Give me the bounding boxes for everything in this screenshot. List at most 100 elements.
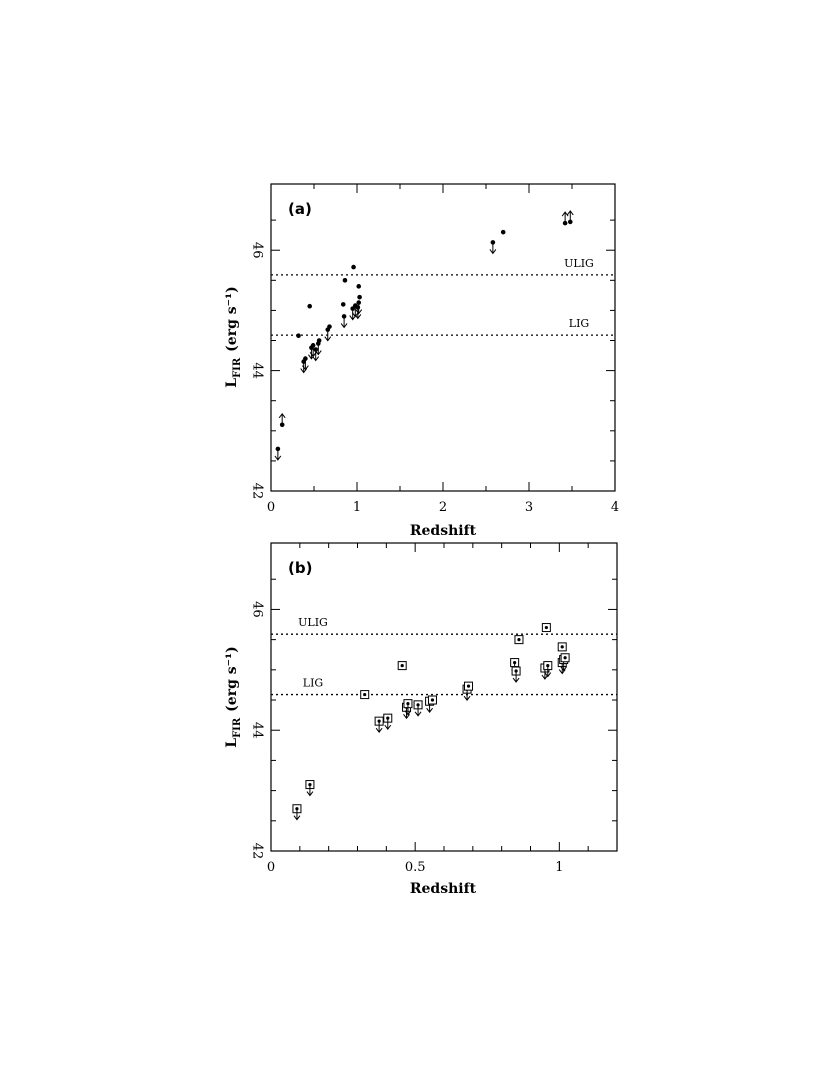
point-marker-center (466, 684, 471, 688)
upper-limit-arrow (375, 721, 383, 733)
panel-a-y-label-units: (erg s⁻¹) (224, 286, 240, 352)
panel-b-data-point (360, 690, 370, 700)
panel-a-x-tick-label: 1 (353, 500, 361, 515)
point-marker-center (563, 656, 567, 660)
lower-limit-arrow (561, 211, 569, 224)
panel-a-x-axis-label: Redshift (410, 523, 477, 539)
panel-b-ulig-label: ULIG (298, 616, 328, 629)
panel-b-data-point (557, 642, 567, 652)
point-marker-center (430, 698, 435, 702)
panel-b-data-point (511, 666, 521, 683)
panel-b-data-point (514, 635, 524, 645)
lower-limit-arrow (566, 210, 574, 222)
panel-b-y-label-units: (erg s⁻¹) (224, 646, 240, 712)
panel-b-data-point (541, 623, 551, 633)
panel-b-y-label-sub: FIR (232, 717, 243, 738)
point-marker (307, 303, 313, 309)
panel-a-frame (270, 183, 616, 492)
panel-a-x-tick-label: 2 (439, 500, 447, 515)
panel-b-data-point (305, 780, 315, 797)
panel-b-data-point (560, 653, 570, 663)
panel-a-data-point (489, 240, 497, 255)
panel-a-data-point (274, 446, 282, 461)
point-marker-center (544, 625, 548, 630)
point-marker (356, 284, 362, 289)
point-marker-center (560, 645, 564, 649)
panel-a-data-point (351, 264, 356, 270)
panel-a-x-tick-label: 3 (525, 500, 533, 515)
panel-a-y-label-sub: FIR (232, 357, 243, 378)
panel-a-y-axis-label: LFIR (erg s⁻¹) (224, 286, 243, 388)
point-marker (342, 278, 348, 283)
panel-b-x-axis-label: Redshift (410, 881, 477, 897)
panel-a-x-tick-label: 0 (267, 500, 275, 515)
upper-limit-arrow (349, 308, 357, 321)
panel-a-ulig-label: ULIG (564, 257, 594, 270)
upper-limit-arrow (324, 329, 332, 342)
panel-b-data-point (292, 804, 302, 821)
panel-a-y-tick-label: 46 (249, 242, 264, 259)
panel-b-x-tick-label: 0 (267, 860, 275, 875)
panel-b-data-point (464, 681, 474, 691)
panel-b-data-point (403, 699, 413, 716)
panel-a-data-point (302, 356, 309, 371)
panel-a-y-tick-label: 44 (250, 362, 265, 379)
point-marker (340, 302, 346, 307)
panel-b: (b) Redshift LFIR (erg s⁻¹) 0 0.5 1 42 44 46 UL… (224, 542, 618, 897)
lower-limit-arrow (278, 412, 286, 425)
panel-b-data-point (397, 661, 407, 671)
point-marker (351, 264, 356, 270)
panel-b-x-tick-label: 1 (555, 860, 563, 875)
panel-a-data-point (327, 324, 332, 329)
panel-b-y-tick-label: 44 (250, 722, 265, 739)
upper-limit-arrow (314, 343, 322, 356)
panel-a-data-point (355, 300, 363, 315)
panel-a: (a) Redshift LFIR (erg s⁻¹) 0 1 2 3 4 42 44 46 UL… (224, 183, 619, 539)
panel-b-data-point (543, 661, 553, 678)
point-marker (316, 338, 322, 343)
point-marker (327, 324, 332, 329)
panel-a-y-label-main: L (224, 378, 240, 388)
panel-a-data-point (340, 302, 346, 307)
point-marker-center (400, 663, 404, 668)
panel-a-data-point (566, 210, 574, 225)
upper-limit-arrow (293, 808, 301, 821)
point-marker (296, 333, 301, 338)
upper-limit-arrow (544, 665, 552, 678)
panel-a-data-point (357, 294, 362, 300)
panel-a-data-point (500, 229, 506, 235)
panel-b-y-label-main: L (224, 738, 240, 748)
upper-limit-arrow (489, 242, 497, 255)
panel-a-data-point (340, 314, 348, 329)
upper-limit-arrow (414, 704, 422, 717)
panel-b-y-tick-label: 42 (250, 843, 265, 860)
panel-a-data-point (316, 338, 322, 343)
panel-a-x-tick-label: 4 (611, 500, 619, 515)
panel-a-data-point (561, 211, 569, 226)
upper-limit-arrow (512, 671, 520, 683)
point-marker-center (363, 692, 367, 697)
upper-limit-arrow (306, 784, 314, 797)
upper-limit-arrow (463, 689, 471, 701)
panel-a-data-point (296, 333, 301, 338)
panel-b-y-axis-label: LFIR (erg s⁻¹) (224, 646, 243, 748)
panel-a-y-tick-label: 42 (250, 483, 265, 500)
panel-a-data-point (307, 303, 313, 309)
panel-a-data-point (349, 306, 357, 321)
upper-limit-arrow (355, 302, 363, 315)
upper-limit-arrow (404, 703, 412, 716)
panel-a-data-point (342, 278, 348, 283)
upper-limit-arrow (274, 448, 282, 461)
panel-b-data-point (374, 716, 384, 733)
point-marker-center (517, 638, 521, 642)
panel-a-lig-label: LIG (569, 317, 589, 330)
panel-b-lig-label: LIG (303, 677, 323, 690)
panel-a-label: (a) (288, 200, 312, 218)
upper-limit-arrow (302, 358, 309, 371)
panel-b-y-tick-label: 46 (250, 601, 265, 618)
panel-b-label: (b) (288, 559, 312, 577)
panel-b-data-point (383, 713, 393, 730)
panel-b-data-point (427, 695, 437, 705)
upper-limit-arrow (340, 316, 348, 329)
